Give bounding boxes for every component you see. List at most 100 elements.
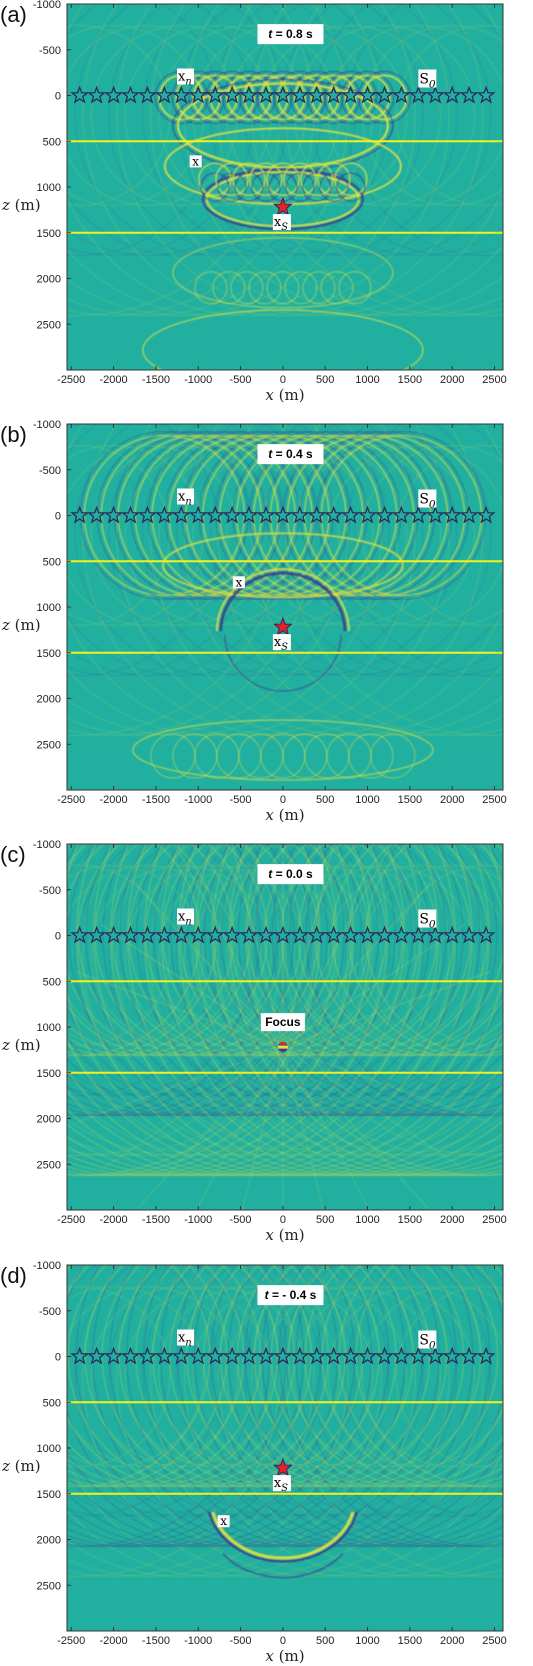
texture-arc xyxy=(311,844,503,1096)
s0-label: S0 xyxy=(418,909,437,931)
scallop-arc-lower xyxy=(284,271,318,305)
time-text: t = 0.0 s xyxy=(268,867,313,881)
receiver-star xyxy=(171,1346,191,1365)
panel-label: (b) xyxy=(0,422,27,447)
texture-arc xyxy=(176,424,458,676)
focus-ray xyxy=(282,923,466,1048)
x-tick-label: -1000 xyxy=(184,794,212,806)
x-axis-unit: (m) xyxy=(274,806,305,824)
receiver-star xyxy=(239,85,259,104)
time-var: t xyxy=(268,867,273,881)
texture-arc xyxy=(158,865,340,1046)
receiver-arc xyxy=(259,74,306,121)
receiver-star xyxy=(324,1346,344,1365)
z-axis-label: z (m) xyxy=(1,616,41,634)
texture-arc xyxy=(150,844,503,1156)
texture-arc xyxy=(67,865,171,1046)
x-axis-label: x (m) xyxy=(265,386,304,404)
receiver-star xyxy=(408,925,428,944)
z-tick-label: 500 xyxy=(43,1397,61,1409)
receiver-star xyxy=(222,925,242,944)
receiver-arc xyxy=(136,844,498,1117)
texture-arc xyxy=(277,424,503,676)
scallop-arc xyxy=(336,172,366,202)
xn-main: x xyxy=(178,490,186,505)
focus-label: Focus xyxy=(260,1013,305,1032)
converging-front-lower xyxy=(224,635,342,692)
x-tick-label: 2000 xyxy=(440,794,464,806)
receiver-arc xyxy=(153,844,503,1117)
receiver-star xyxy=(307,1346,327,1365)
x-tick-label: 0 xyxy=(280,794,286,806)
receiver-arc xyxy=(67,844,413,1117)
texture-arc xyxy=(67,424,255,676)
time-text: t = 0.8 s xyxy=(268,27,313,41)
z-tick-label: -500 xyxy=(39,885,61,897)
receiver-arc xyxy=(175,74,222,121)
focus-ray xyxy=(195,1046,284,1210)
time-label: t = 0.0 s xyxy=(257,864,324,885)
scallop-arc xyxy=(334,162,368,197)
scallop-arc xyxy=(300,162,334,197)
focus-ray xyxy=(282,1047,325,1210)
receiver-star xyxy=(171,505,191,524)
texture-arc xyxy=(184,1265,503,1577)
receiver-star xyxy=(70,505,90,524)
texture-arc xyxy=(361,865,503,1046)
receiver-star xyxy=(375,505,394,524)
receiver-star xyxy=(121,1346,140,1365)
z-tick-label: -1000 xyxy=(33,1260,61,1272)
source-star xyxy=(272,196,293,216)
time-text: t = 0.4 s xyxy=(268,447,313,461)
xs-label-sub: S xyxy=(281,222,288,233)
scallop-arc xyxy=(200,172,230,202)
receiver-star xyxy=(239,1346,259,1365)
receiver-star xyxy=(408,85,428,104)
scallop-arc xyxy=(302,172,332,202)
z-tick-label: -1000 xyxy=(33,839,61,851)
receiver-star xyxy=(121,925,140,944)
z-axis-var: z xyxy=(1,1457,10,1475)
texture-arc xyxy=(176,4,458,256)
z-tick-label: 2500 xyxy=(37,319,61,331)
focus-ray xyxy=(135,883,284,1048)
x-tick-label: -1500 xyxy=(142,794,170,806)
receiver-star xyxy=(256,85,276,104)
texture-arc xyxy=(67,424,221,676)
texture-arc xyxy=(184,844,503,1156)
texture-arc xyxy=(67,865,238,1046)
time-var: t xyxy=(265,1288,270,1302)
texture-arc xyxy=(176,844,458,1096)
receiver-star xyxy=(273,505,293,524)
z-tick-label: 2500 xyxy=(37,1580,61,1592)
receiver-star xyxy=(70,925,90,944)
focus-ray xyxy=(282,971,490,1048)
x-axis-var: x xyxy=(265,1226,274,1244)
x-tick-label: -2000 xyxy=(99,1214,127,1226)
z-tick-label: 0 xyxy=(55,511,61,523)
texture-arc xyxy=(327,865,503,1046)
texture-arc xyxy=(74,844,356,1096)
texture-arc xyxy=(395,1286,503,1467)
receiver-arc xyxy=(271,844,503,1117)
receiver-star xyxy=(324,85,344,104)
source-label: xS xyxy=(272,1475,291,1494)
x-tick-label: 2500 xyxy=(482,1635,506,1647)
x-tick-label: 1500 xyxy=(398,794,422,806)
receiver-star xyxy=(104,505,123,524)
s0-label: S0 xyxy=(418,1330,437,1352)
texture-arc xyxy=(293,865,475,1046)
texture-arc xyxy=(293,445,475,626)
receiver-star xyxy=(70,85,90,104)
receiver-arc xyxy=(324,70,378,125)
time-value: = 0.0 s xyxy=(272,867,313,881)
texture-arc xyxy=(67,844,221,1096)
receiver-star xyxy=(358,85,378,104)
x-tick-label: -1500 xyxy=(142,1635,170,1647)
z-tick-label: 1500 xyxy=(37,1068,61,1080)
point-box xyxy=(232,576,245,589)
z-tick-label: 0 xyxy=(55,1352,61,1364)
receiver-arc xyxy=(226,74,273,121)
s0-main: S xyxy=(419,912,429,928)
